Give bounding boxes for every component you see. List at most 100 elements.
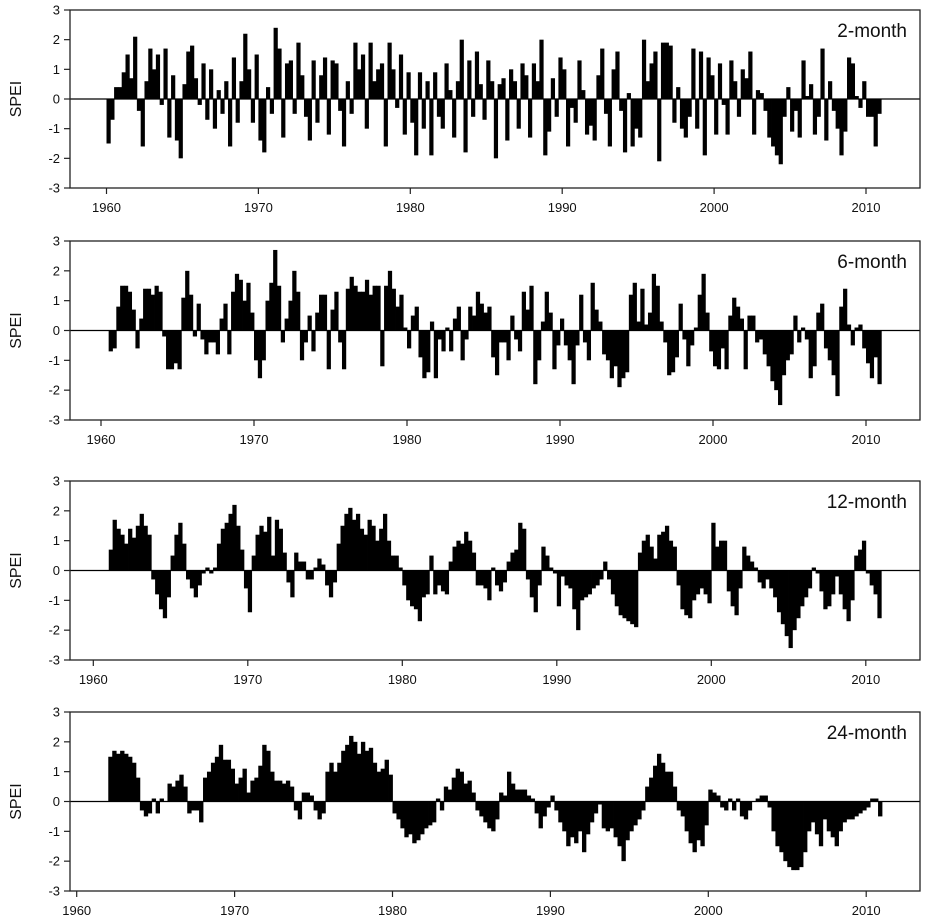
bar: [720, 330, 725, 349]
bar: [110, 99, 115, 120]
chart-panel-2-month: -3 -2 -1 0 1 2 3 1960 1970 1980 1990 2000 2010 SPEI 2-…: [8, 3, 921, 215]
bar: [518, 789, 524, 802]
bar: [114, 87, 119, 99]
bar: [550, 795, 555, 802]
y-tick-label: 3: [53, 234, 60, 249]
bar: [680, 570, 685, 610]
bar: [738, 570, 743, 589]
bar: [254, 777, 259, 802]
bar: [288, 300, 293, 331]
bar: [491, 567, 496, 571]
bar: [357, 291, 362, 331]
bar: [428, 801, 433, 826]
bar: [732, 297, 737, 331]
bar: [211, 330, 217, 343]
bar: [230, 768, 235, 802]
bar: [258, 99, 263, 141]
bar: [622, 570, 627, 619]
bar: [827, 570, 832, 607]
bar: [814, 801, 820, 835]
bar: [569, 99, 574, 108]
bar: [166, 330, 171, 370]
bar: [390, 555, 395, 571]
bar: [686, 330, 691, 367]
bar: [464, 330, 469, 340]
bar: [506, 330, 511, 361]
bar: [708, 789, 713, 802]
bar: [269, 99, 274, 114]
bar: [303, 330, 308, 343]
bar: [402, 99, 407, 135]
bar: [547, 99, 552, 132]
bar: [255, 534, 260, 571]
bar: [108, 756, 113, 802]
bar: [452, 546, 457, 571]
bar: [668, 45, 673, 99]
bar: [816, 312, 821, 331]
bar: [800, 327, 806, 331]
bar: [743, 801, 749, 820]
bar: [273, 27, 278, 99]
bar: [410, 315, 416, 331]
bar: [838, 801, 843, 832]
bar: [410, 570, 415, 607]
bar: [231, 57, 237, 99]
bar: [183, 786, 188, 802]
bar: [510, 315, 515, 331]
bar: [548, 312, 553, 331]
bar: [406, 570, 411, 601]
bar: [242, 768, 247, 802]
bar: [193, 570, 198, 598]
bar: [154, 285, 159, 331]
bar: [552, 570, 558, 574]
bar: [345, 288, 351, 331]
bar: [313, 567, 318, 571]
bar: [135, 330, 140, 349]
bar: [475, 801, 480, 811]
bar: [257, 330, 263, 379]
bar: [410, 99, 415, 123]
bar: [804, 570, 809, 598]
x-tick-label: 1980: [388, 672, 417, 687]
bar: [321, 801, 326, 814]
bar: [376, 69, 381, 99]
bar: [456, 306, 461, 331]
bar: [755, 330, 760, 343]
bar: [771, 99, 776, 147]
bar: [877, 99, 882, 114]
bar: [696, 801, 701, 841]
bar: [353, 42, 358, 99]
bar: [748, 51, 753, 99]
bar: [705, 312, 710, 331]
bar: [866, 330, 871, 364]
bar: [786, 87, 791, 99]
bar: [765, 570, 770, 580]
bar: [744, 78, 749, 99]
bar: [234, 273, 240, 331]
bar: [177, 330, 182, 370]
bar: [372, 81, 377, 99]
bar: [573, 99, 578, 123]
bar: [294, 552, 299, 571]
bar: [364, 279, 370, 331]
bar: [762, 330, 767, 355]
bar: [437, 330, 442, 340]
bar: [131, 762, 137, 802]
bar: [668, 771, 674, 802]
bar: [144, 81, 149, 99]
bar: [497, 84, 502, 99]
bar: [763, 795, 768, 802]
bar: [135, 777, 141, 802]
bar: [622, 99, 628, 153]
bar: [873, 330, 878, 358]
y-tick-label: -2: [48, 854, 60, 869]
bar: [209, 570, 214, 574]
bar: [543, 99, 548, 156]
bar: [311, 330, 316, 352]
bar: [688, 570, 693, 619]
bar: [659, 321, 664, 331]
bar: [368, 42, 373, 99]
bar: [578, 801, 583, 832]
bar: [171, 75, 176, 99]
bar: [206, 771, 212, 802]
